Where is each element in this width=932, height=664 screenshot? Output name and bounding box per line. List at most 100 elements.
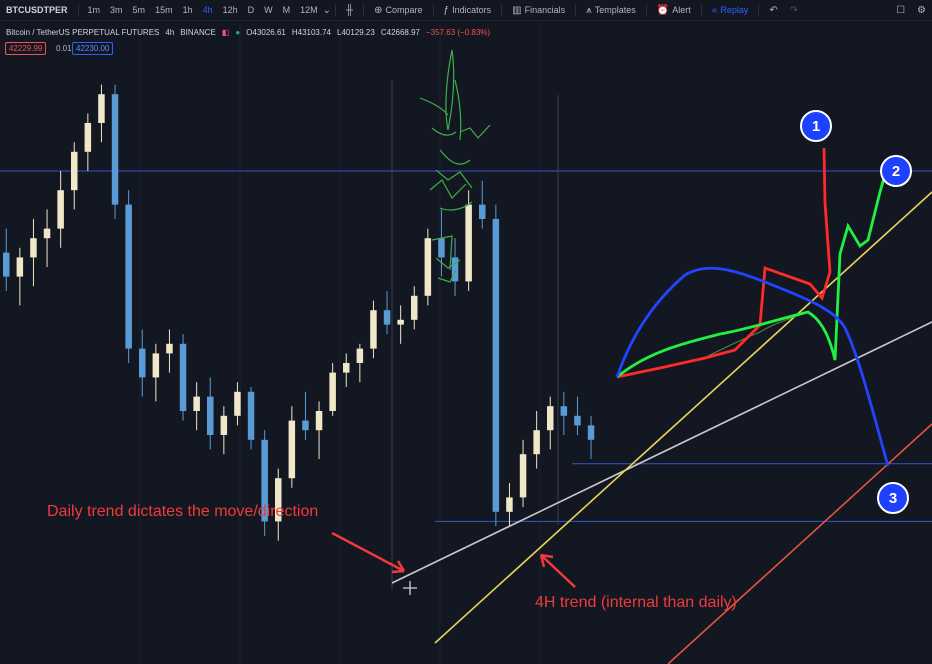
candle-body [329, 372, 336, 411]
sketch-mark [431, 127, 457, 136]
templates-button[interactable]: ⩚ Templates [580, 5, 642, 16]
daily-arrow-head [391, 560, 406, 574]
undo-icon: ↶ [769, 4, 778, 16]
sketch-mark [454, 79, 462, 141]
price-chart[interactable] [0, 20, 932, 664]
interval-M[interactable]: M [282, 5, 291, 15]
bar-chart-icon: ▥ [512, 4, 522, 16]
candle-body [139, 348, 146, 378]
candle-body [179, 343, 187, 411]
candle-body [533, 430, 540, 455]
channel-line [667, 423, 932, 664]
chevron-down-icon[interactable]: ⌄ [322, 4, 332, 16]
interval-selector: 1m 3m 5m 15m 1h 4h 12h D W M 12M [83, 5, 323, 15]
symbol-search[interactable]: BTCUSDTPER [6, 5, 68, 15]
candle-body [315, 411, 323, 431]
sketch-mark [445, 49, 455, 131]
replay-button[interactable]: «Replay [706, 5, 755, 16]
candle-body [98, 94, 105, 123]
candle-body [57, 190, 64, 229]
toolbar-divider [758, 4, 760, 16]
candle-body [547, 406, 554, 431]
candle-body [438, 238, 445, 258]
toolbar-divider [77, 4, 79, 16]
sketch-mark [435, 257, 461, 269]
layout-button[interactable]: ☐ [890, 5, 911, 16]
sketch-mark [439, 201, 473, 211]
flag-icon[interactable]: ◧ [221, 28, 230, 37]
sketch-mark [431, 235, 453, 271]
financials-button[interactable]: ▥ Financials [506, 5, 571, 16]
legend-close: C42668.97 [380, 28, 420, 37]
candle-body [125, 204, 132, 349]
interval-D[interactable]: D [247, 5, 255, 15]
alert-label: Alert [672, 5, 691, 15]
interval-3m[interactable]: 3m [110, 5, 123, 15]
alert-button[interactable]: ⏰ Alert [651, 5, 697, 16]
indicators-button[interactable]: ƒ Indicators [438, 5, 498, 16]
candle-body [288, 420, 296, 479]
spread-value: 0.01 [56, 44, 72, 53]
sell-price-box[interactable]: 42229.99 [5, 42, 47, 55]
legend-exchange: BINANCE [180, 28, 216, 37]
redo-button[interactable]: ↷ [784, 5, 804, 16]
sketch-mark [459, 124, 491, 139]
sketch-mark [419, 97, 449, 116]
scenario-2-path [616, 177, 886, 379]
alarm-clock-icon: ⏰ [656, 4, 670, 16]
gear-icon: ⚙ [917, 4, 926, 16]
toolbar-divider [575, 4, 577, 16]
interval-15m[interactable]: 15m [155, 5, 173, 15]
candle-body [587, 425, 595, 440]
daily-trend-annotation: Daily trend dictates the move/direction [47, 503, 319, 520]
chart-type-button[interactable]: ╫ [340, 5, 359, 16]
interval-5m[interactable]: 5m [132, 5, 146, 15]
candle-body [261, 439, 268, 522]
scenario-1-badge: 1 [800, 110, 832, 142]
candle-body [220, 415, 228, 435]
candle-body [275, 478, 282, 522]
indicators-label: Indicators [452, 5, 492, 15]
toolbar-divider [363, 4, 365, 16]
interval-12h[interactable]: 12h [222, 5, 238, 15]
interval-1m[interactable]: 1m [87, 5, 101, 15]
candle-body [370, 310, 377, 349]
legend-interval: 4h [165, 28, 175, 37]
interval-W[interactable]: W [264, 5, 273, 15]
candle-body [302, 420, 309, 431]
redo-icon: ↷ [789, 4, 799, 16]
candle-body [465, 204, 472, 282]
candle-body [234, 391, 241, 416]
interval-12M[interactable]: 12M [300, 5, 318, 15]
compare-button[interactable]: ⊕ Compare [368, 5, 428, 16]
candle-body [356, 348, 364, 363]
candles-icon: ╫ [346, 4, 354, 16]
legend-title: Bitcoin / TetherUS PERPETUAL FUTURES [6, 28, 160, 37]
financials-label: Financials [524, 5, 566, 15]
toolbar-divider [432, 4, 434, 16]
interval-4h[interactable]: 4h [202, 5, 213, 15]
candle-body [111, 94, 119, 205]
chart-legend: Bitcoin / TetherUS PERPETUAL FUTURES 4h … [6, 28, 490, 37]
rewind-icon: « [711, 4, 718, 16]
toolbar-divider [645, 4, 647, 16]
legend-high: H43103.74 [291, 28, 332, 37]
candle-body [397, 319, 404, 325]
function-icon: ƒ [443, 4, 450, 16]
undo-button[interactable]: ↶ [763, 5, 783, 16]
status-dot-icon: ● [235, 28, 241, 37]
settings-button[interactable]: ⚙ [911, 5, 932, 16]
buy-price-box[interactable]: 42230.00 [72, 42, 114, 55]
candle-body [43, 228, 51, 239]
toolbar-divider [501, 4, 503, 16]
legend-open: O43026.61 [246, 28, 286, 37]
scenario-3-path [615, 266, 890, 467]
h4-arrow-head [539, 553, 554, 568]
candle-body [152, 353, 160, 378]
candle-body [71, 151, 78, 191]
square-icon: ☐ [896, 4, 906, 16]
candle-body [451, 257, 459, 282]
interval-1h[interactable]: 1h [182, 5, 193, 15]
sketch-mark [439, 149, 471, 165]
plus-circle-icon: ⊕ [374, 4, 383, 16]
